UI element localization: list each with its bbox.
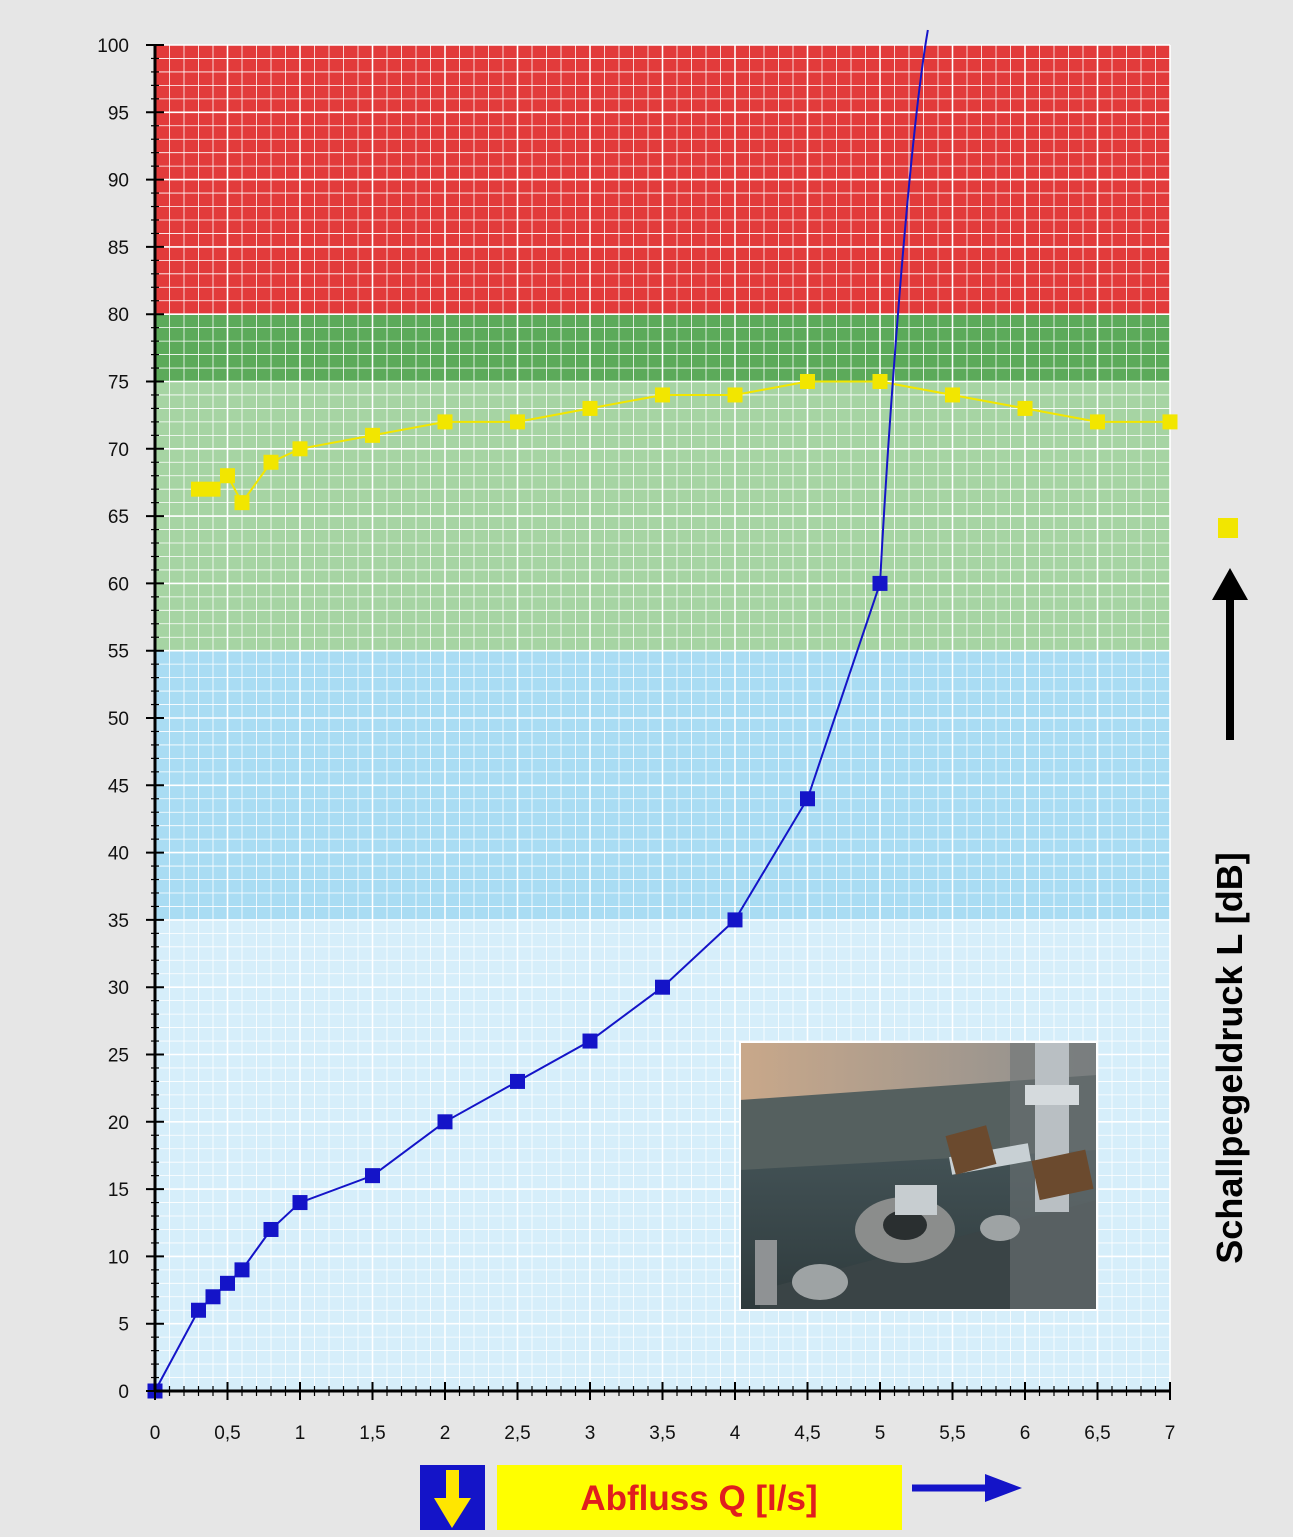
data-point-0-1	[191, 1302, 206, 1318]
x-tick-label: 0	[150, 1423, 161, 1444]
data-point-1-10	[655, 387, 670, 403]
y-tick-label: 20	[108, 1113, 129, 1134]
data-point-1-15	[1017, 400, 1033, 416]
y-axis-label: Schallpegeldruck L [dB]	[1209, 852, 1250, 1263]
x-tick-label: 3	[585, 1423, 596, 1444]
arrow-down-icon-shaft	[446, 1470, 459, 1500]
data-point-0-5	[263, 1221, 279, 1237]
data-point-1-5	[292, 441, 308, 457]
y-tick-label: 10	[108, 1247, 129, 1268]
arrow-right-icon-head	[985, 1474, 1022, 1502]
y-tick-label: 5	[118, 1315, 129, 1336]
data-point-1-6	[365, 427, 380, 443]
data-point-1-7	[437, 414, 453, 430]
y-tick-label: 15	[108, 1180, 129, 1201]
x-tick-label: 4,5	[794, 1423, 820, 1444]
data-point-1-4	[263, 454, 279, 470]
y-tick-label: 70	[108, 440, 129, 461]
data-point-1-11	[727, 387, 743, 403]
data-point-0-2	[205, 1289, 221, 1305]
x-tick-labels: 0 0,5 1 1,5 2 2,5 3 3,5 4 4,5 5 5,5 6 6,5 7	[150, 1423, 1176, 1444]
axes	[146, 44, 1171, 1400]
data-point-0-3	[220, 1275, 235, 1291]
y-axis-label-group: Schallpegeldruck L [dB]	[1209, 518, 1250, 1264]
data-point-1-1	[205, 481, 221, 497]
arrow-up-icon-head	[1212, 568, 1248, 600]
x-tick-label: 0,5	[214, 1423, 240, 1444]
x-tick-label: 5,5	[939, 1423, 965, 1444]
data-point-0-10	[582, 1033, 598, 1049]
series-line-blue-extension	[879, 29, 929, 584]
x-tick-label: 4	[730, 1423, 741, 1444]
y-tick-label: 100	[97, 36, 129, 57]
y-tick-label: 35	[108, 911, 129, 932]
arrow-down-icon	[434, 1498, 471, 1528]
y-tick-label: 95	[108, 103, 129, 124]
y-tick-label: 75	[108, 373, 129, 394]
x-tick-label: 1,5	[359, 1423, 385, 1444]
x-tick-label: 2	[440, 1423, 451, 1444]
x-tick-label: 1	[295, 1423, 306, 1444]
x-tick-label: 6	[1020, 1423, 1031, 1444]
y-tick-label: 45	[108, 776, 129, 797]
x-axis-label-box	[497, 1465, 902, 1530]
x-tick-label: 3,5	[649, 1423, 675, 1444]
series-markers	[147, 374, 1178, 1399]
y-tick-label: 0	[118, 1382, 129, 1403]
y-tick-label: 50	[108, 709, 129, 730]
y-tick-labels: 0 5 10 15 20 25 30 35 40 45 50 55 60 65 70 75 80 85 90 95 10…	[97, 36, 129, 1403]
data-point-0-8	[437, 1114, 453, 1130]
data-point-1-16	[1090, 414, 1105, 430]
x-tick-label: 7	[1165, 1423, 1176, 1444]
y-tick-label: 30	[108, 978, 129, 999]
data-point-1-8	[510, 414, 525, 430]
y-tick-label: 25	[108, 1046, 129, 1067]
data-point-1-14	[945, 387, 960, 403]
data-point-0-9	[510, 1073, 525, 1089]
data-point-0-7	[365, 1168, 380, 1184]
data-point-1-17	[1162, 414, 1178, 430]
data-point-0-11	[655, 979, 670, 995]
y-tick-label: 40	[108, 844, 129, 865]
y-tick-label: 85	[108, 238, 129, 259]
x-axis-label-group: Abfluss Q [l/s]	[420, 1465, 1022, 1530]
x-tick-label: 5	[875, 1423, 886, 1444]
data-point-0-14	[872, 575, 888, 591]
data-point-1-12	[800, 374, 815, 389]
data-point-0-12	[727, 912, 743, 928]
y-tick-label: 60	[108, 574, 129, 595]
data-point-1-9	[582, 400, 598, 416]
data-point-0-13	[800, 791, 815, 807]
data-point-0-6	[292, 1195, 308, 1211]
y-tick-label: 80	[108, 305, 129, 326]
x-axis-label: Abfluss Q [l/s]	[580, 1479, 817, 1518]
y-tick-label: 55	[108, 642, 129, 663]
x-tick-label: 6,5	[1084, 1423, 1110, 1444]
data-point-1-3	[234, 495, 250, 511]
y-tick-label: 65	[108, 507, 129, 528]
data-point-1-0	[191, 481, 206, 497]
drain-test-rig-photo	[739, 1041, 1098, 1311]
yellow-square-marker	[1218, 518, 1238, 538]
data-point-1-13	[872, 374, 888, 389]
y-tick-label: 90	[108, 171, 129, 192]
data-point-0-4	[234, 1262, 250, 1278]
data-point-1-2	[220, 468, 235, 484]
x-tick-label: 2,5	[504, 1423, 530, 1444]
